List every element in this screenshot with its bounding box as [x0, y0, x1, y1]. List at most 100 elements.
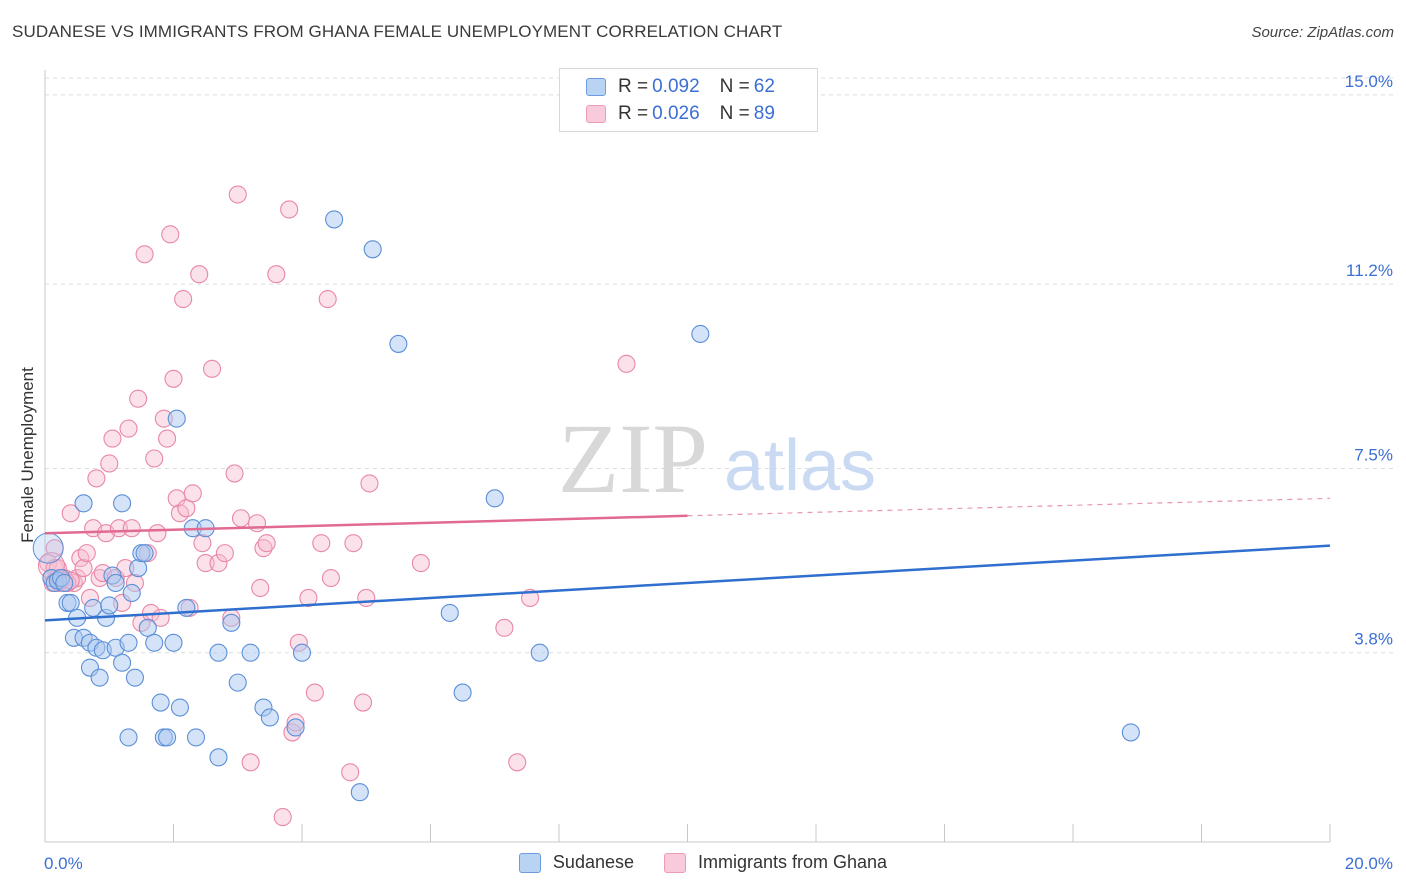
sudanese-points	[32, 210, 1140, 802]
ghana-point[interactable]	[174, 290, 193, 309]
sudanese-point[interactable]	[164, 633, 183, 652]
ghana-point[interactable]	[231, 509, 251, 528]
sudanese-point[interactable]	[100, 596, 119, 615]
ghana-point[interactable]	[135, 245, 154, 264]
ghana-point[interactable]	[521, 588, 540, 607]
sudanese-point[interactable]	[260, 708, 279, 727]
sudanese-point[interactable]	[55, 573, 74, 593]
ghana-point[interactable]	[74, 559, 93, 578]
ghana-point[interactable]	[161, 225, 180, 244]
ghana-point[interactable]	[495, 618, 514, 637]
sudanese-point[interactable]	[389, 334, 408, 353]
sudanese-point[interactable]	[167, 409, 186, 428]
y-axis-label: Female Unemployment	[18, 367, 37, 543]
ghana-point[interactable]	[167, 489, 186, 508]
bottom-legend-label-sudanese: Sudanese	[552, 852, 634, 872]
sudanese-point[interactable]	[485, 489, 504, 508]
ghana-point[interactable]	[267, 265, 286, 284]
ghana-point[interactable]	[103, 429, 122, 448]
sudanese-point[interactable]	[530, 643, 549, 662]
sudanese-point[interactable]	[90, 668, 109, 687]
sudanese-point[interactable]	[61, 593, 80, 612]
sudanese-point[interactable]	[325, 210, 344, 229]
ghana-point[interactable]	[77, 544, 96, 563]
sudanese-point[interactable]	[440, 603, 459, 622]
bottom-legend-ghana[interactable]: Immigrants from Ghana	[664, 852, 887, 873]
ghana-point[interactable]	[318, 290, 337, 309]
ghana-point[interactable]	[247, 514, 267, 533]
sudanese-point[interactable]	[286, 718, 305, 737]
sudanese-point[interactable]	[170, 698, 189, 717]
sudanese-point[interactable]	[292, 643, 312, 662]
ghana-point[interactable]	[257, 534, 276, 553]
ghana-point[interactable]	[158, 429, 177, 448]
ghana-point[interactable]	[228, 185, 247, 204]
bottom-legend-sudanese[interactable]: Sudanese	[518, 852, 634, 873]
sudanese-point[interactable]	[138, 618, 157, 637]
ghana-point[interactable]	[61, 504, 80, 523]
ghana-point[interactable]	[209, 554, 228, 573]
sudanese-point[interactable]	[241, 643, 260, 662]
sudanese-point[interactable]	[158, 728, 177, 747]
sudanese-point[interactable]	[222, 613, 241, 632]
ghana-point[interactable]	[273, 808, 292, 827]
ghana-point[interactable]	[241, 753, 260, 772]
ghana-point[interactable]	[215, 544, 234, 563]
sudanese-point[interactable]	[74, 494, 93, 513]
sudanese-point[interactable]	[350, 783, 369, 802]
sudanese-point[interactable]	[145, 633, 164, 652]
sudanese-point[interactable]	[363, 240, 382, 259]
ghana-point[interactable]	[122, 519, 141, 538]
sudanese-point[interactable]	[1121, 723, 1140, 742]
sudanese-point[interactable]	[122, 583, 141, 603]
ghana-point[interactable]	[119, 419, 138, 438]
ghana-point[interactable]	[251, 578, 270, 598]
ghana-point[interactable]	[360, 474, 379, 493]
ghana-point[interactable]	[344, 534, 363, 553]
ghana-point[interactable]	[203, 359, 222, 378]
sudanese-point[interactable]	[106, 573, 125, 593]
sudanese-point[interactable]	[125, 668, 144, 687]
ghana-point[interactable]	[508, 753, 527, 772]
y-tick-label: 15.0%	[1345, 72, 1393, 91]
ghana-point[interactable]	[190, 265, 209, 284]
ghana-point[interactable]	[299, 588, 318, 607]
sudanese-point[interactable]	[113, 494, 132, 513]
ghana-point[interactable]	[305, 683, 324, 702]
sudanese-point[interactable]	[119, 728, 138, 747]
ghana-point[interactable]	[164, 369, 183, 388]
legend-r-label: R =	[618, 103, 649, 124]
sudanese-point[interactable]	[691, 324, 710, 344]
ghana-point[interactable]	[411, 554, 430, 573]
ghana-point[interactable]	[357, 588, 376, 607]
ghana-point[interactable]	[617, 354, 636, 373]
sudanese-point[interactable]	[151, 693, 170, 712]
sudanese-point[interactable]	[119, 633, 138, 652]
sudanese-point[interactable]	[209, 643, 228, 662]
sudanese-point[interactable]	[177, 598, 196, 617]
ghana-point[interactable]	[341, 763, 360, 782]
ghana-point[interactable]	[254, 539, 273, 558]
ghana-point[interactable]	[193, 534, 212, 553]
sudanese-point[interactable]	[228, 673, 247, 692]
ghana-point[interactable]	[148, 524, 167, 543]
ghana-point[interactable]	[225, 464, 244, 483]
bottom-legend-swatch-sudanese	[518, 852, 541, 873]
ghana-point[interactable]	[177, 499, 196, 518]
sudanese-point[interactable]	[113, 653, 132, 672]
ghana-point[interactable]	[183, 484, 202, 503]
ghana-point[interactable]	[145, 449, 164, 468]
ghana-point[interactable]	[353, 693, 373, 712]
sudanese-point[interactable]	[209, 748, 228, 767]
ghana-point[interactable]	[87, 469, 106, 488]
sudanese-point[interactable]	[453, 683, 472, 702]
ghana-point[interactable]	[280, 200, 299, 219]
ghana-point[interactable]	[321, 568, 340, 588]
sudanese-point[interactable]	[186, 728, 206, 747]
ghana-point[interactable]	[129, 389, 148, 408]
ghana-point[interactable]	[100, 454, 119, 473]
ghana-point[interactable]	[312, 534, 331, 553]
ghana-point[interactable]	[196, 554, 215, 573]
legend-swatch-ghana	[586, 105, 606, 123]
sudanese-point[interactable]	[135, 544, 154, 563]
